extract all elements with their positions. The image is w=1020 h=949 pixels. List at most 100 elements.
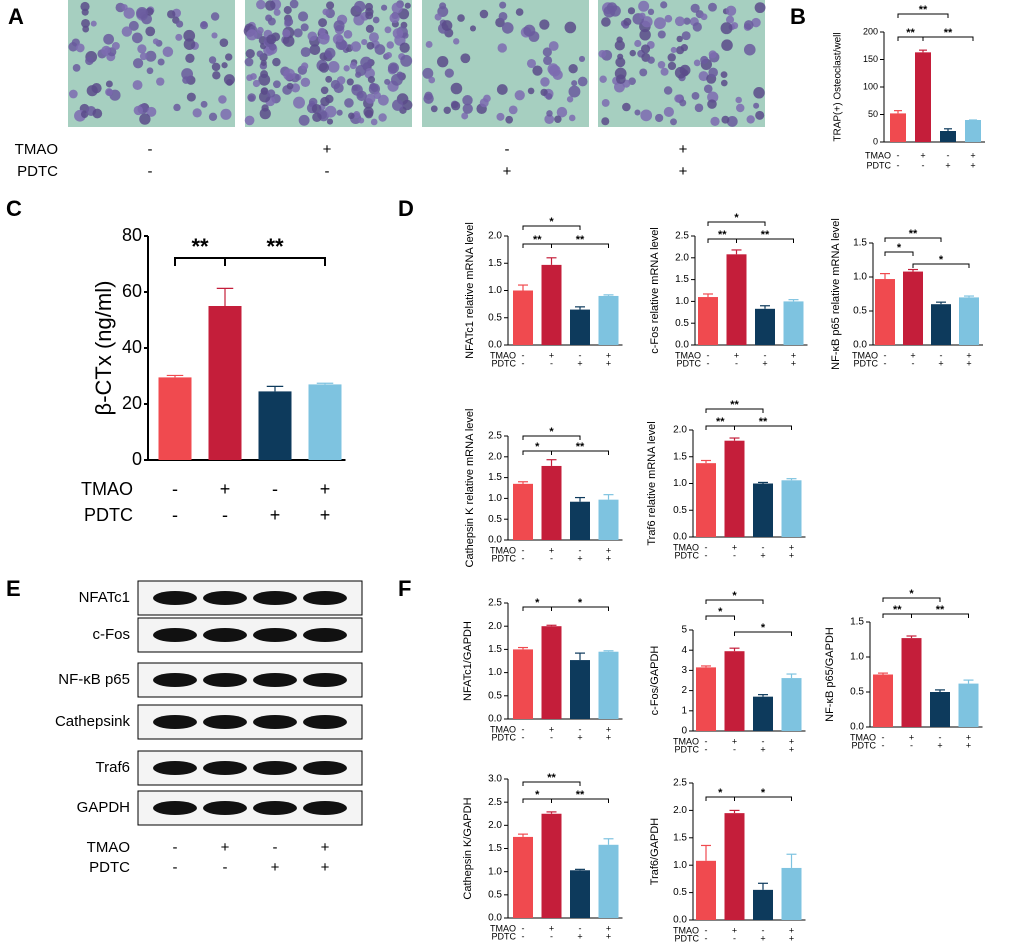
- y-axis-label: c-Fos/GAPDH: [649, 646, 661, 716]
- cell: [389, 12, 400, 24]
- blot-band: [303, 591, 347, 605]
- cell: [330, 79, 341, 90]
- cell: [145, 26, 156, 37]
- bar: [890, 113, 906, 142]
- condition-mark: +: [789, 542, 794, 552]
- cell: [139, 113, 151, 125]
- cell: [647, 56, 655, 64]
- bar: [513, 649, 533, 719]
- condition-mark: +: [734, 350, 739, 360]
- cell: [298, 114, 310, 126]
- bar: [570, 660, 590, 719]
- cell: [312, 112, 322, 123]
- cell: [211, 32, 218, 39]
- bar: [930, 692, 950, 727]
- condition-mark: +: [549, 724, 554, 734]
- cell: [404, 2, 411, 9]
- cell: [499, 1, 507, 9]
- cell: [568, 64, 578, 74]
- condition-mark: -: [579, 545, 582, 555]
- cell: [453, 38, 460, 45]
- y-tick-label: 0.5: [853, 306, 867, 317]
- cell: [300, 77, 311, 88]
- significance-bracket: [705, 408, 764, 413]
- cell: [692, 22, 702, 32]
- y-tick-label: 1.0: [853, 272, 867, 283]
- condition-mark: +: [321, 859, 330, 876]
- y-tick-label: 2.0: [488, 820, 502, 831]
- cell: [700, 55, 709, 65]
- condition-mark: +: [606, 724, 611, 734]
- condition-label: TMAO: [675, 350, 701, 360]
- significance-label: *: [549, 426, 554, 438]
- condition-mark: -: [884, 350, 887, 360]
- cell: [469, 25, 477, 32]
- cell: [479, 98, 489, 108]
- cell: [381, 4, 388, 11]
- blot-band: [203, 628, 247, 642]
- bar: [875, 279, 895, 345]
- condition-mark: -: [735, 358, 738, 368]
- y-tick-label: 0.0: [488, 340, 502, 351]
- cell: [391, 73, 403, 86]
- significance-label: *: [718, 787, 723, 799]
- cell: [674, 16, 685, 27]
- cell: [422, 67, 434, 79]
- cell: [363, 106, 374, 118]
- bar: [724, 440, 745, 537]
- cell: [348, 112, 355, 120]
- cell: [546, 110, 553, 117]
- significance-label: **: [533, 234, 542, 246]
- y-tick-label: 0: [873, 136, 878, 146]
- y-tick-label: 1.0: [675, 296, 689, 307]
- cell: [523, 24, 536, 37]
- y-tick-label: 2.5: [488, 598, 502, 609]
- cell: [721, 39, 733, 51]
- condition-mark: -: [550, 931, 553, 941]
- cell: [754, 2, 766, 14]
- condition-mark: +: [577, 553, 582, 563]
- y-tick-label: 1: [681, 705, 687, 716]
- condition-mark: +: [966, 740, 971, 750]
- y-tick-label: 1.0: [488, 493, 502, 504]
- condition-mark: +: [732, 542, 737, 552]
- blot-band: [203, 801, 247, 815]
- cell: [540, 88, 548, 97]
- cell: [327, 61, 340, 73]
- cell: [532, 65, 543, 76]
- cell: [181, 68, 194, 80]
- cell: [226, 78, 233, 86]
- condition-mark: -: [884, 358, 887, 368]
- condition-mark: -: [762, 925, 765, 935]
- y-tick-label: 2.0: [673, 805, 687, 816]
- significance-label: *: [734, 212, 739, 224]
- bar: [158, 377, 192, 460]
- cell: [104, 47, 111, 54]
- y-tick-label: 2.5: [673, 778, 687, 789]
- condition-mark: +: [577, 732, 582, 742]
- condition-mark: +: [789, 550, 794, 560]
- cell: [451, 101, 461, 111]
- cell: [634, 39, 642, 48]
- y-tick-label: 50: [868, 109, 878, 119]
- bar: [753, 483, 773, 537]
- condition-mark: +: [937, 740, 942, 750]
- y-tick-label: 40: [122, 337, 142, 357]
- cell: [707, 99, 717, 109]
- condition-label: PDTC: [492, 358, 517, 368]
- cell: [670, 46, 677, 54]
- condition-mark: -: [940, 350, 943, 360]
- cell: [690, 3, 700, 13]
- cell: [720, 71, 728, 79]
- condition-mark: -: [148, 141, 153, 158]
- cell: [368, 32, 379, 43]
- cell: [309, 44, 321, 56]
- blot-band: [253, 715, 297, 729]
- cell: [725, 15, 735, 24]
- cell: [326, 1, 335, 10]
- cell: [548, 41, 559, 51]
- significance-bracket: [705, 599, 764, 604]
- condition-mark: +: [789, 933, 794, 943]
- cell: [681, 31, 691, 41]
- bar: [959, 297, 979, 345]
